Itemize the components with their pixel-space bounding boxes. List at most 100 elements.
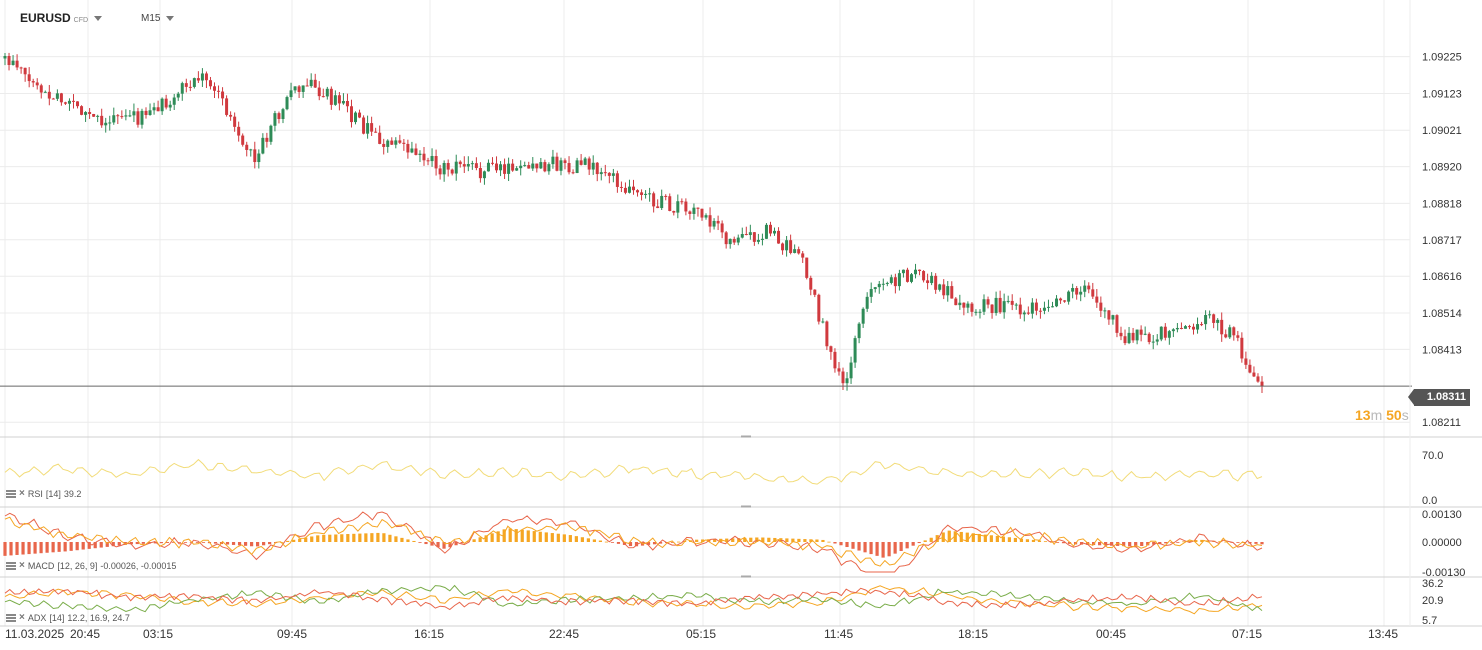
candle-body[interactable] — [507, 163, 511, 174]
candle-body[interactable] — [253, 149, 257, 163]
candle-body[interactable] — [881, 283, 885, 285]
candle-body[interactable] — [571, 172, 575, 174]
candle-body[interactable] — [966, 303, 970, 308]
candle-body[interactable] — [1034, 302, 1038, 311]
candle-body[interactable] — [293, 86, 297, 91]
candle-body[interactable] — [341, 100, 345, 104]
candle-body[interactable] — [454, 161, 458, 174]
candle-body[interactable] — [632, 186, 635, 191]
candle-body[interactable] — [168, 104, 172, 108]
candle-body[interactable] — [1067, 291, 1071, 302]
resize-handle[interactable] — [741, 435, 751, 438]
candle-body[interactable] — [265, 137, 269, 142]
candle-body[interactable] — [47, 91, 51, 99]
candle-body[interactable] — [19, 67, 23, 69]
candle-body[interactable] — [897, 273, 901, 287]
candle-body[interactable] — [1083, 285, 1087, 292]
candle-body[interactable] — [281, 109, 285, 120]
list-icon[interactable] — [6, 561, 16, 570]
candle-body[interactable] — [88, 112, 92, 114]
candle-body[interactable] — [1192, 326, 1196, 330]
candle-body[interactable] — [708, 215, 712, 227]
candle-body[interactable] — [813, 289, 817, 295]
chevron-down-icon[interactable] — [166, 15, 175, 21]
candle-body[interactable] — [1075, 288, 1079, 295]
candle-body[interactable] — [422, 153, 426, 161]
candle-body[interactable] — [225, 98, 229, 115]
candle-body[interactable] — [559, 160, 563, 171]
candle-body[interactable] — [325, 88, 329, 97]
candle-body[interactable] — [329, 88, 333, 105]
candle-body[interactable] — [378, 132, 382, 144]
candle-body[interactable] — [394, 140, 398, 145]
candle-body[interactable] — [652, 193, 656, 207]
candle-body[interactable] — [789, 240, 793, 253]
candle-body[interactable] — [640, 192, 644, 195]
candle-body[interactable] — [1115, 315, 1119, 333]
candle-body[interactable] — [1091, 289, 1095, 297]
candle-body[interactable] — [768, 224, 772, 234]
candle-body[interactable] — [986, 299, 990, 305]
candle-body[interactable] — [1175, 327, 1179, 330]
candle-body[interactable] — [386, 140, 390, 147]
candle-body[interactable] — [1059, 298, 1063, 301]
candle-body[interactable] — [27, 74, 31, 82]
candle-body[interactable] — [893, 277, 897, 287]
candle-body[interactable] — [672, 210, 676, 213]
candle-body[interactable] — [229, 114, 233, 117]
candle-body[interactable] — [950, 286, 954, 299]
candle-body[interactable] — [829, 346, 833, 352]
candle-body[interactable] — [873, 287, 877, 290]
candle-body[interactable] — [841, 371, 845, 384]
candle-body[interactable] — [1099, 302, 1103, 311]
candle-body[interactable] — [59, 93, 63, 103]
candle-body[interactable] — [539, 162, 543, 169]
candle-body[interactable] — [684, 201, 688, 212]
candle-body[interactable] — [261, 137, 265, 154]
candle-body[interactable] — [55, 93, 59, 99]
candle-body[interactable] — [164, 98, 168, 108]
timeframe-selector[interactable]: M15 — [141, 13, 175, 24]
candle-body[interactable] — [1143, 333, 1147, 335]
candle-body[interactable] — [712, 220, 716, 227]
candle-body[interactable] — [414, 148, 418, 155]
candle-body[interactable] — [849, 362, 853, 379]
candle-body[interactable] — [152, 107, 156, 111]
candle-body[interactable] — [607, 172, 611, 176]
candle-body[interactable] — [233, 116, 237, 127]
candle-body[interactable] — [104, 122, 108, 126]
candle-body[interactable] — [366, 123, 370, 134]
candle-body[interactable] — [116, 115, 120, 117]
candle-body[interactable] — [192, 78, 196, 87]
candle-body[interactable] — [35, 82, 39, 86]
candle-body[interactable] — [410, 148, 414, 153]
candle-body[interactable] — [567, 163, 571, 173]
candle-body[interactable] — [337, 95, 341, 104]
candle-body[interactable] — [728, 238, 732, 245]
candle-body[interactable] — [527, 165, 531, 169]
candle-body[interactable] — [1171, 329, 1175, 332]
candle-body[interactable] — [442, 163, 446, 175]
candle-body[interactable] — [1002, 301, 1006, 313]
candle-body[interactable] — [515, 168, 519, 171]
candle-body[interactable] — [680, 201, 684, 203]
candle-body[interactable] — [1187, 326, 1191, 328]
candle-body[interactable] — [67, 100, 71, 104]
candle-body[interactable] — [688, 211, 692, 214]
candle-body[interactable] — [466, 163, 470, 167]
candle-body[interactable] — [934, 275, 938, 290]
candle-body[interactable] — [563, 160, 567, 164]
candle-body[interactable] — [700, 208, 704, 218]
candle-body[interactable] — [1212, 314, 1216, 323]
candle-body[interactable] — [418, 153, 422, 155]
candle-body[interactable] — [39, 85, 43, 93]
candle-body[interactable] — [277, 113, 281, 120]
candle-body[interactable] — [648, 193, 652, 195]
candle-body[interactable] — [188, 86, 192, 88]
candle-body[interactable] — [31, 81, 35, 83]
candle-body[interactable] — [406, 143, 410, 153]
candle-body[interactable] — [1240, 337, 1244, 359]
candle-body[interactable] — [120, 116, 124, 118]
candle-body[interactable] — [599, 172, 603, 175]
